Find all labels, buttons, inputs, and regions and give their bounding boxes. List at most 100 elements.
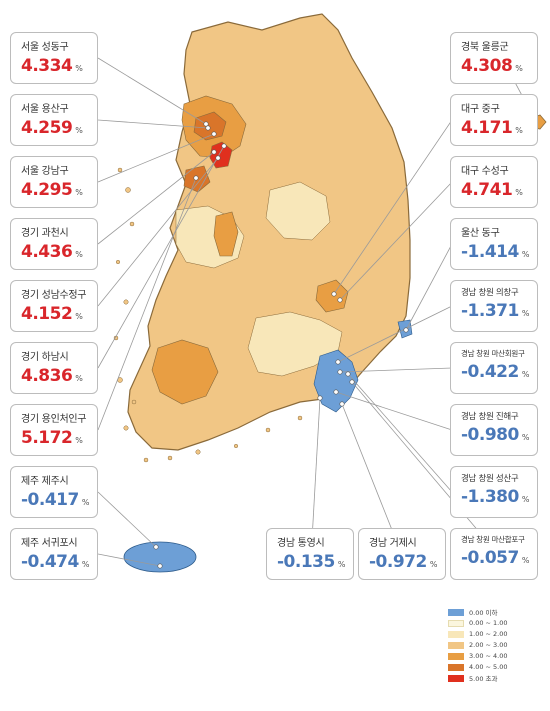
callout-changwon-jinhae: 경남 창원 진해구 -0.980% [450, 404, 538, 456]
legend-item: 5.00 초과 [448, 673, 508, 683]
callout-name: 대구 중구 [461, 104, 500, 115]
callout-changwon-masanhappo: 경남 창원 마산합포구 -0.057% [450, 528, 538, 580]
legend-item: 3.00 ~ 4.00 [448, 651, 508, 661]
callout-name: 제주 제주시 [21, 476, 69, 487]
callout-value: 4.171 [461, 118, 513, 138]
callout-value: -0.057 [461, 548, 519, 568]
callout-unit: % [75, 188, 83, 197]
callout-jeju-seogwipo: 제주 서귀포시 -0.474% [10, 528, 98, 580]
callout-name: 경기 성남수정구 [21, 290, 87, 301]
callout-name: 대구 수성구 [461, 166, 509, 177]
callout-seoul-seongdong: 서울 성동구 4.334% [10, 32, 98, 84]
legend-label: 1.00 ~ 2.00 [469, 630, 508, 638]
callout-name: 경기 과천시 [21, 228, 69, 239]
callout-name: 서울 성동구 [21, 42, 69, 53]
callout-changwon-masanhoewon: 경남 창원 마산회원구 -0.422% [450, 342, 538, 394]
callout-name: 울산 동구 [461, 228, 500, 239]
callout-unit: % [75, 126, 83, 135]
callout-value: -1.414 [461, 242, 519, 262]
region-changwon [313, 349, 359, 413]
callout-value: 4.308 [461, 56, 513, 76]
legend-item: 0.00 이하 [448, 607, 508, 617]
legend-swatch [448, 674, 464, 682]
callout-ulsan-dong: 울산 동구 -1.414% [450, 218, 538, 270]
callout-unit: % [521, 556, 530, 565]
callout-value: 4.334 [21, 56, 73, 76]
callout-value: 4.259 [21, 118, 73, 138]
callout-unit: % [515, 126, 523, 135]
legend-item: 0.00 ~ 1.00 [448, 618, 508, 628]
region-mid-west [213, 211, 239, 257]
callout-changwon-uichang: 경남 창원 의창구 -1.371% [450, 280, 538, 332]
callout-value: -0.474 [21, 552, 79, 572]
callout-value: 4.152 [21, 304, 73, 324]
callout-seoul-yongsan: 서울 용산구 4.259% [10, 94, 98, 146]
callout-value: 4.436 [21, 242, 73, 262]
callout-seoul-gangnam: 서울 강남구 4.295% [10, 156, 98, 208]
jeju-island [123, 541, 197, 573]
callout-name: 경남 창원 의창구 [461, 288, 519, 298]
region-southwest [151, 339, 219, 405]
callout-gyeongnam-tongyeong: 경남 통영시 -0.135% [266, 528, 354, 580]
callout-unit: % [515, 188, 523, 197]
callout-gyeonggi-hanam: 경기 하남시 4.836% [10, 342, 98, 394]
region-daegu [315, 279, 349, 313]
callout-daegu-jung: 대구 중구 4.171% [450, 94, 538, 146]
callout-unit: % [515, 64, 523, 73]
callout-name: 경남 창원 마산합포구 [461, 535, 525, 544]
callout-daegu-suseong: 대구 수성구 4.741% [450, 156, 538, 208]
legend-label: 2.00 ~ 3.00 [469, 641, 508, 649]
callout-value: -0.417 [21, 490, 79, 510]
callout-unit: % [521, 433, 530, 442]
callout-value: 4.836 [21, 366, 73, 386]
callout-unit: % [75, 374, 83, 383]
legend-label: 5.00 초과 [469, 675, 498, 683]
callout-value: 5.172 [21, 428, 73, 448]
callout-unit: % [521, 495, 530, 504]
callout-gyeonggi-seongnam-sujeong: 경기 성남수정구 4.152% [10, 280, 98, 332]
legend-swatch [448, 641, 464, 649]
callout-value: -0.422 [461, 362, 519, 382]
callout-value: -1.380 [461, 487, 519, 507]
legend-swatch [448, 652, 464, 660]
callout-value: -0.980 [461, 425, 519, 445]
callout-value: 4.741 [461, 180, 513, 200]
callout-name: 경남 통영시 [277, 538, 325, 549]
callout-value: 4.295 [21, 180, 73, 200]
callout-name: 경남 창원 진해구 [461, 412, 519, 422]
legend-item: 1.00 ~ 2.00 [448, 629, 508, 639]
callout-unit: % [75, 64, 83, 73]
callout-unit: % [75, 436, 83, 445]
callout-changwon-seongsan: 경남 창원 성산구 -1.380% [450, 466, 538, 518]
callout-unit: % [521, 370, 530, 379]
callout-gyeonggi-yongin-cheoin: 경기 용인처인구 5.172% [10, 404, 98, 456]
callout-jeju-jeju: 제주 제주시 -0.417% [10, 466, 98, 518]
callout-unit: % [81, 560, 90, 569]
legend-swatch [448, 630, 464, 638]
callout-unit: % [75, 250, 83, 259]
region-light-east [265, 181, 331, 241]
callout-name: 경남 창원 마산회원구 [461, 349, 525, 358]
callout-name: 경기 용인처인구 [21, 414, 87, 425]
callout-gyeonggi-gwacheon: 경기 과천시 4.436% [10, 218, 98, 270]
callout-value: -0.135 [277, 552, 335, 572]
legend-label: 4.00 ~ 5.00 [469, 663, 508, 671]
callout-unit: % [521, 250, 530, 259]
callout-unit: % [429, 560, 438, 569]
callout-unit: % [75, 312, 83, 321]
legend-item: 2.00 ~ 3.00 [448, 640, 508, 650]
callout-name: 경북 울릉군 [461, 42, 509, 53]
callout-name: 경남 거제시 [369, 538, 417, 549]
legend-swatch [448, 619, 464, 627]
callout-unit: % [521, 309, 530, 318]
legend-label: 0.00 ~ 1.00 [469, 619, 508, 627]
callout-value: -1.371 [461, 301, 519, 321]
legend-swatch [448, 663, 464, 671]
callout-name: 서울 강남구 [21, 166, 69, 177]
callout-unit: % [81, 498, 90, 507]
legend: 0.00 이하 0.00 ~ 1.00 1.00 ~ 2.00 2.00 ~ 3… [448, 607, 508, 684]
callout-value: -0.972 [369, 552, 427, 572]
legend-swatch [448, 608, 464, 616]
callout-name: 제주 서귀포시 [21, 538, 78, 549]
